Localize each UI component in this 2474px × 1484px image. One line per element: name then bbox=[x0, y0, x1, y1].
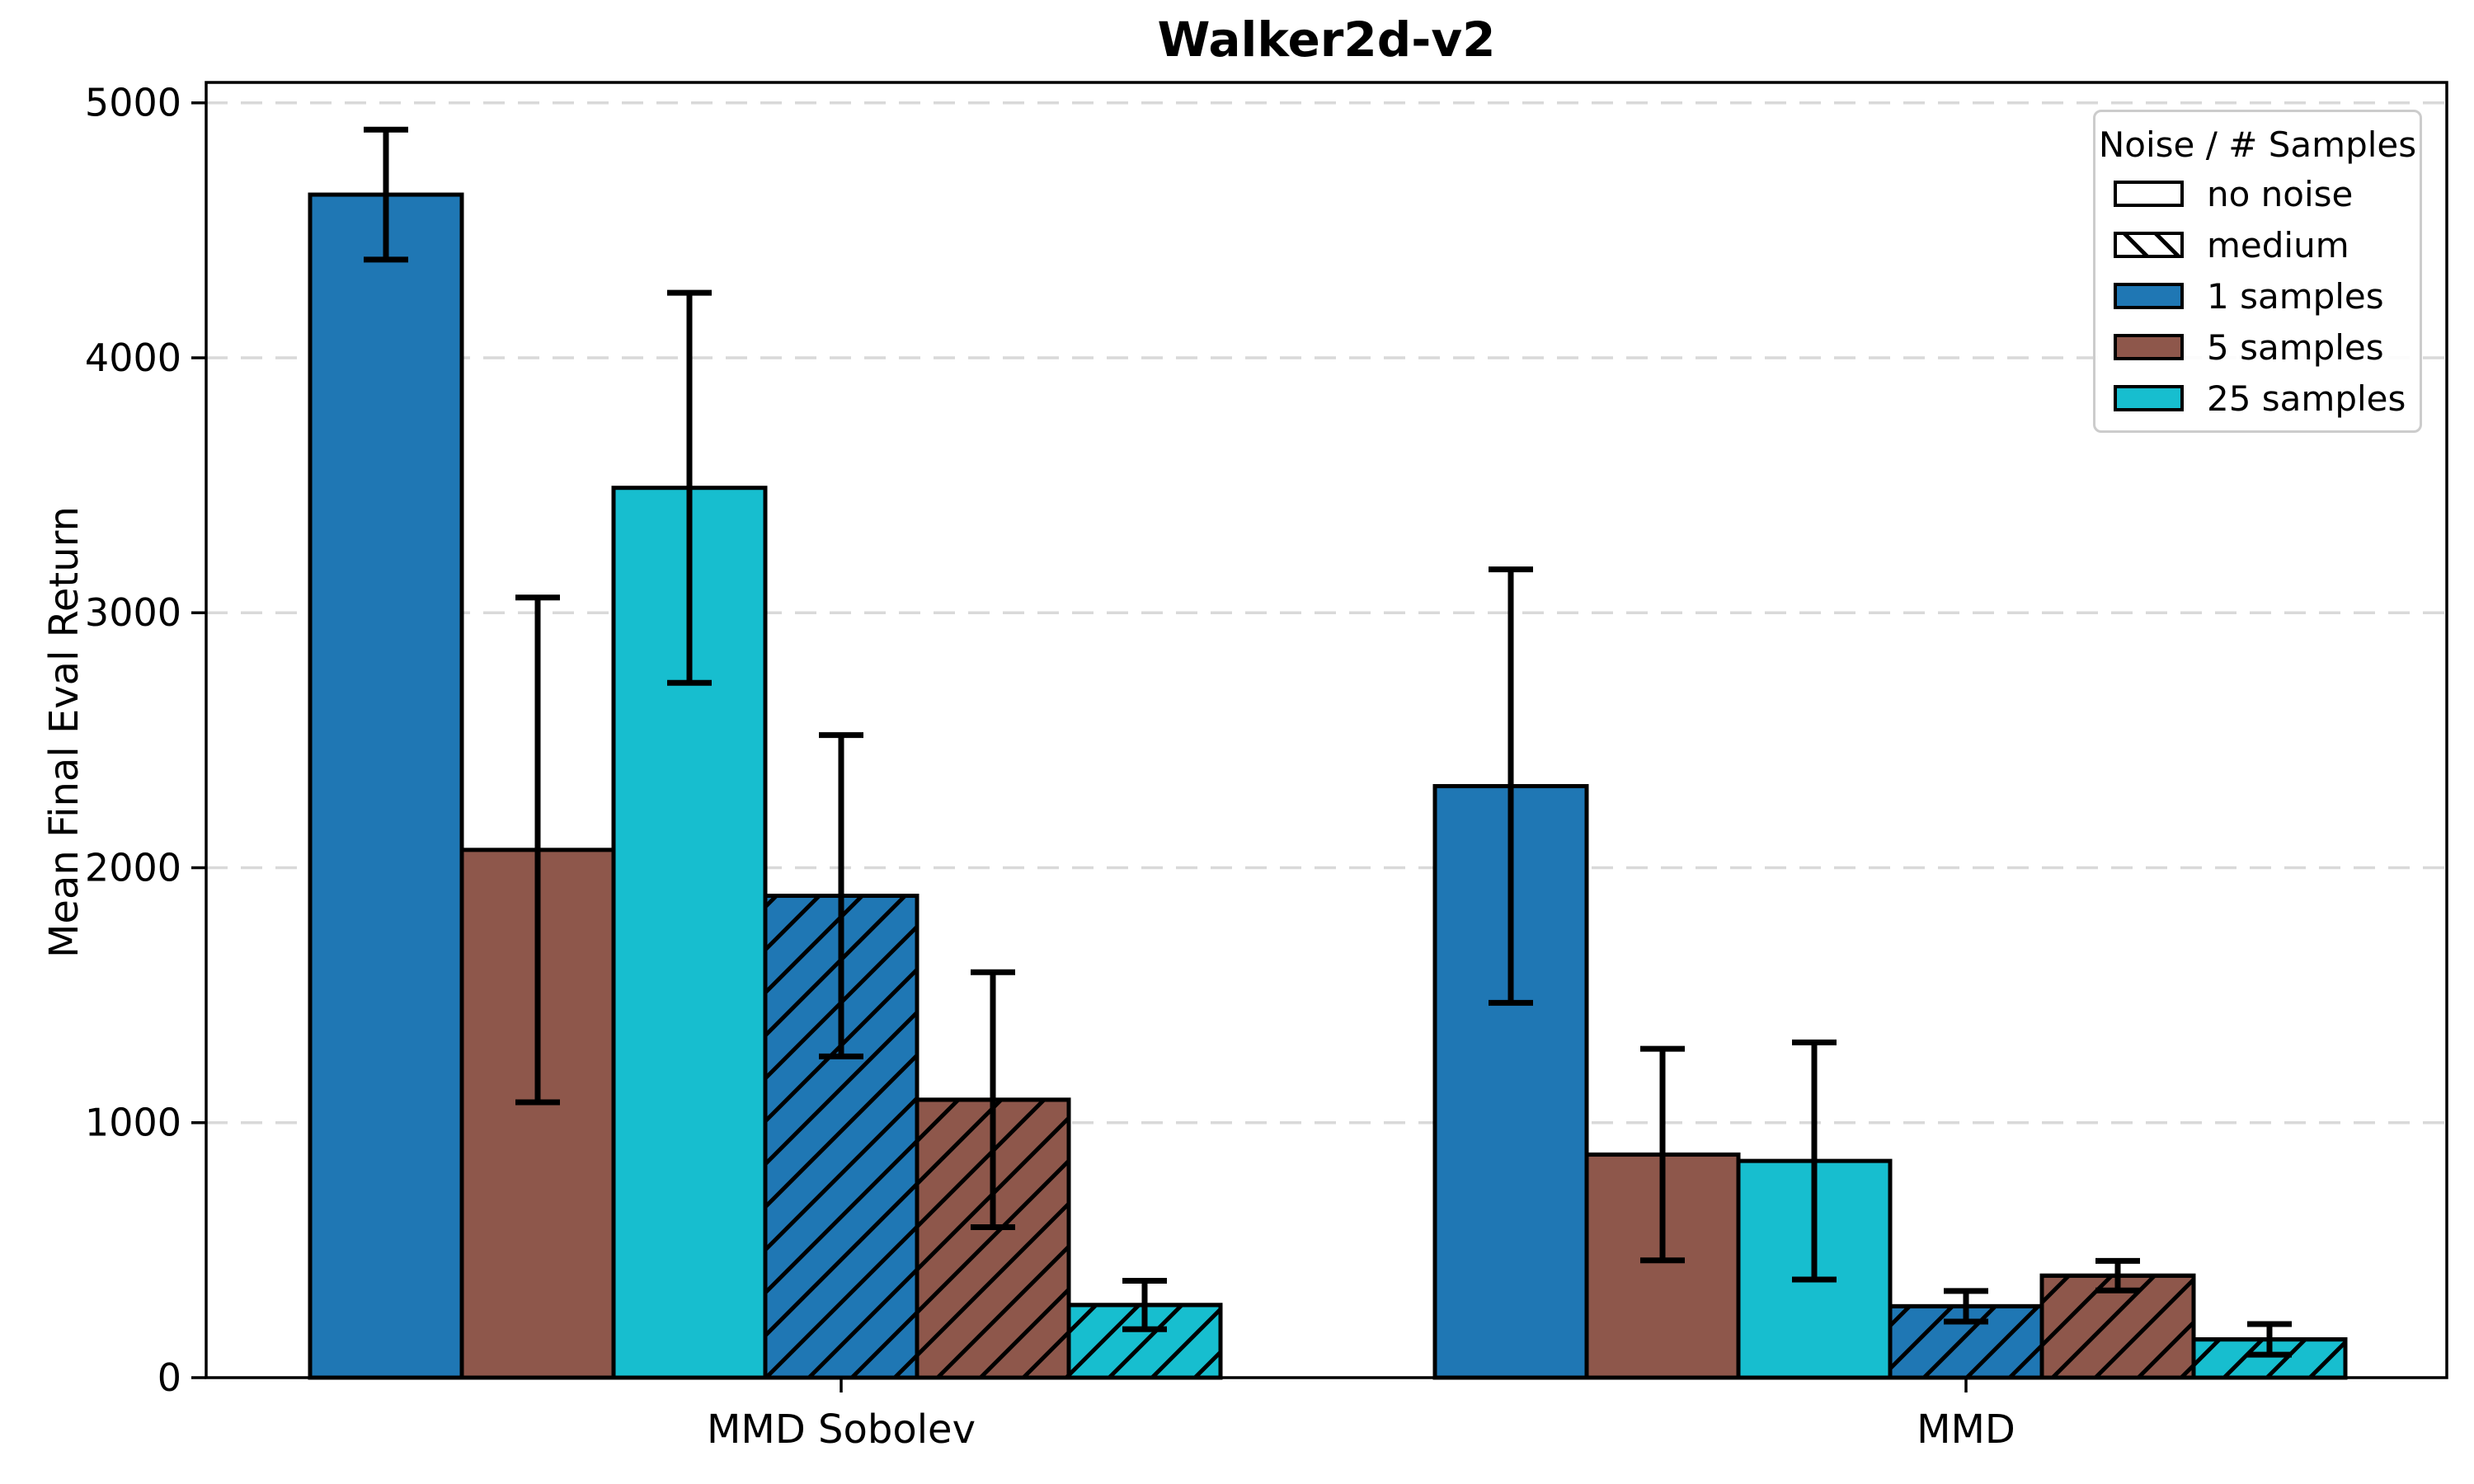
errorbar-g0-s2 bbox=[667, 289, 712, 686]
bar-g0-s0 bbox=[308, 192, 464, 1380]
legend-entry-no-noise: no noise bbox=[2095, 168, 2420, 219]
y-tick-label-1000: 1000 bbox=[85, 1101, 181, 1145]
1-samples-swatch-icon bbox=[2114, 283, 2184, 309]
y-tick-label-3000: 3000 bbox=[85, 590, 181, 635]
legend-label: 1 samples bbox=[2207, 275, 2384, 317]
25-samples-swatch-icon bbox=[2114, 385, 2184, 411]
legend-entry-medium: medium bbox=[2095, 219, 2420, 270]
errorbar-g0-s0 bbox=[364, 126, 408, 263]
plot-border bbox=[205, 81, 2448, 1379]
y-tick-label-4000: 4000 bbox=[85, 336, 181, 380]
errorbar-g1-s4 bbox=[2095, 1257, 2140, 1294]
legend-label: medium bbox=[2207, 224, 2349, 265]
legend-label: no noise bbox=[2207, 173, 2354, 214]
chart-title: Walker2d-v2 bbox=[1157, 12, 1496, 68]
y-tick-label-0: 0 bbox=[158, 1355, 181, 1400]
y-tick-label-5000: 5000 bbox=[85, 81, 181, 125]
axes: 0 1000 2000 3000 4000 5000 bbox=[85, 81, 2448, 1400]
legend-entry-5-samples: 5 samples bbox=[2095, 322, 2420, 373]
errorbar-g1-s5 bbox=[2247, 1321, 2292, 1358]
errorbar-g0-s3 bbox=[819, 732, 863, 1059]
errorbar-g1-s2 bbox=[1792, 1039, 1837, 1283]
x-tick-label-mmd: MMD bbox=[1917, 1407, 2015, 1453]
errorbar-g1-s1 bbox=[1640, 1045, 1685, 1264]
legend-entry-25-samples: 25 samples bbox=[2095, 373, 2420, 424]
legend-label: 5 samples bbox=[2207, 326, 2384, 368]
gridlines bbox=[206, 101, 2447, 1125]
no-noise-swatch-icon bbox=[2114, 181, 2184, 207]
y-axis-label: Mean Final Eval Return bbox=[41, 506, 87, 958]
legend-entry-1-samples: 1 samples bbox=[2095, 270, 2420, 322]
5-samples-swatch-icon bbox=[2114, 334, 2184, 360]
errorbar-g1-s0 bbox=[1489, 566, 1533, 1006]
errorbar-g1-s3 bbox=[1944, 1288, 1988, 1325]
legend-title: Noise / # Samples bbox=[2098, 124, 2417, 165]
errorbar-g0-s4 bbox=[971, 969, 1015, 1231]
bars bbox=[308, 192, 2348, 1380]
errorbar-g0-s1 bbox=[515, 594, 560, 1106]
medium-hatch-swatch-icon bbox=[2114, 232, 2184, 258]
y-tick-label-2000: 2000 bbox=[85, 845, 181, 890]
error-bars bbox=[364, 126, 2292, 1358]
errorbar-g0-s5 bbox=[1122, 1277, 1167, 1332]
legend-box: Noise / # Samples no noise medium 1 samp… bbox=[2093, 110, 2422, 433]
legend-label: 25 samples bbox=[2207, 378, 2406, 419]
x-tick-label-mmd-sobolev: MMD Sobolev bbox=[707, 1407, 976, 1453]
